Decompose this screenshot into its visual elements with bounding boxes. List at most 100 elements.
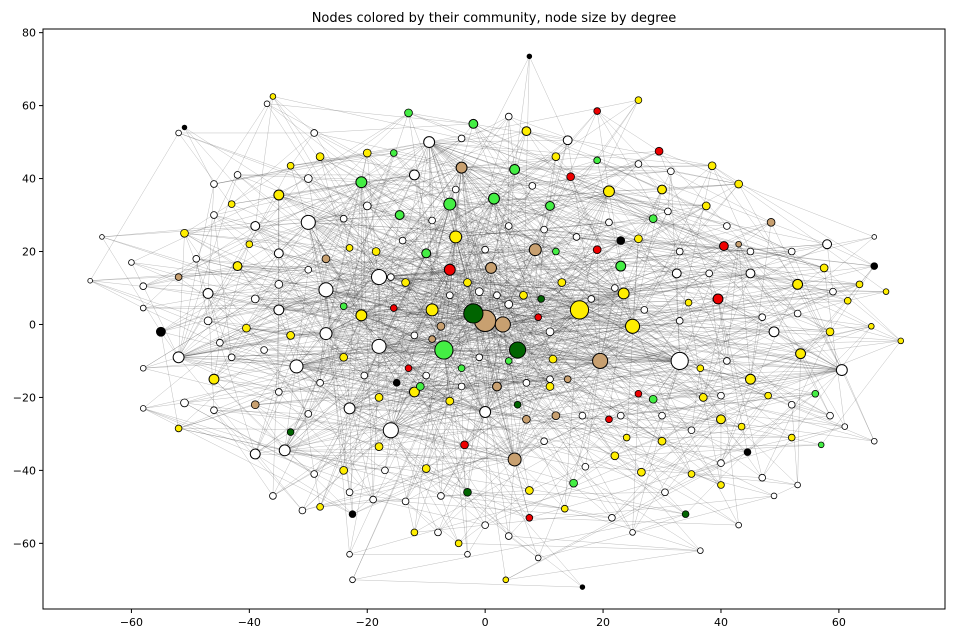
edge — [623, 267, 825, 294]
edge — [502, 324, 518, 405]
edge — [750, 273, 901, 342]
edge — [414, 324, 503, 393]
edge — [561, 265, 621, 283]
node-yellow — [734, 179, 743, 189]
edge — [493, 198, 539, 318]
node-lightgreen — [545, 200, 555, 211]
edge — [196, 258, 380, 278]
edge — [455, 236, 642, 473]
node-white — [180, 398, 189, 408]
edge — [101, 222, 309, 238]
edge — [641, 360, 728, 473]
edge — [544, 441, 666, 493]
node-white — [562, 135, 573, 146]
edge — [284, 450, 515, 460]
edge — [361, 182, 518, 405]
edge — [296, 366, 486, 526]
edge — [555, 110, 598, 157]
edge — [255, 267, 492, 455]
node-tan — [528, 243, 542, 257]
edge — [440, 349, 518, 496]
edge — [325, 116, 509, 290]
edge — [599, 266, 621, 361]
edge — [541, 298, 645, 311]
edge — [703, 397, 722, 486]
edge — [653, 218, 719, 300]
edge — [573, 455, 615, 484]
edge — [213, 410, 309, 415]
edge — [449, 156, 556, 205]
node-yellow — [316, 503, 324, 511]
edge — [502, 324, 633, 327]
edge — [378, 142, 430, 347]
edge — [653, 395, 721, 400]
edge — [284, 375, 427, 451]
edge — [461, 360, 680, 369]
edge — [485, 251, 792, 413]
edge — [549, 205, 577, 238]
edge — [296, 346, 380, 367]
edge — [664, 492, 686, 515]
edge — [473, 123, 633, 327]
edge — [750, 369, 842, 380]
edge — [266, 103, 601, 362]
node-yellow — [315, 152, 325, 161]
edge — [325, 289, 474, 314]
edge — [278, 293, 624, 311]
node-black — [743, 448, 752, 456]
edge — [278, 253, 327, 334]
edge — [600, 284, 798, 362]
edge — [290, 313, 474, 433]
edge — [290, 335, 350, 409]
edge — [361, 182, 680, 362]
node-yellow — [548, 354, 558, 364]
edge — [264, 326, 633, 351]
node-white — [546, 375, 554, 383]
edge — [184, 127, 215, 185]
edge — [296, 360, 680, 367]
edge — [679, 320, 775, 332]
edge — [325, 258, 450, 270]
edge — [308, 152, 394, 223]
y-tick-label: 80 — [22, 27, 36, 40]
edge — [485, 218, 654, 413]
node-white — [349, 576, 356, 584]
edge — [90, 280, 144, 309]
edge — [653, 331, 775, 400]
edge — [143, 307, 350, 409]
node-white — [675, 317, 684, 325]
edge — [378, 167, 462, 447]
node-white — [289, 359, 304, 374]
edge — [414, 142, 430, 175]
edge — [614, 395, 769, 456]
edge — [723, 245, 798, 314]
edge — [632, 326, 769, 396]
edge — [502, 249, 536, 325]
edge — [207, 293, 297, 367]
edge — [379, 369, 842, 447]
edge — [490, 169, 515, 268]
edge — [428, 142, 504, 325]
edge — [461, 156, 556, 168]
edge — [131, 262, 444, 351]
edge — [375, 251, 391, 278]
edge — [579, 309, 742, 427]
node-red — [566, 172, 575, 182]
edge — [290, 165, 462, 369]
edge — [597, 110, 660, 152]
edge — [449, 269, 663, 416]
edge — [308, 222, 621, 241]
edge — [623, 273, 751, 294]
edge — [231, 203, 474, 314]
node-white — [522, 379, 531, 387]
edge — [517, 386, 551, 405]
edge — [272, 309, 580, 497]
node-yellow — [286, 162, 295, 170]
edge — [800, 340, 901, 354]
edge — [178, 194, 279, 358]
edge — [443, 349, 468, 555]
edge — [443, 287, 615, 351]
edge — [414, 174, 621, 241]
node-white — [671, 268, 682, 279]
edge — [314, 198, 495, 475]
